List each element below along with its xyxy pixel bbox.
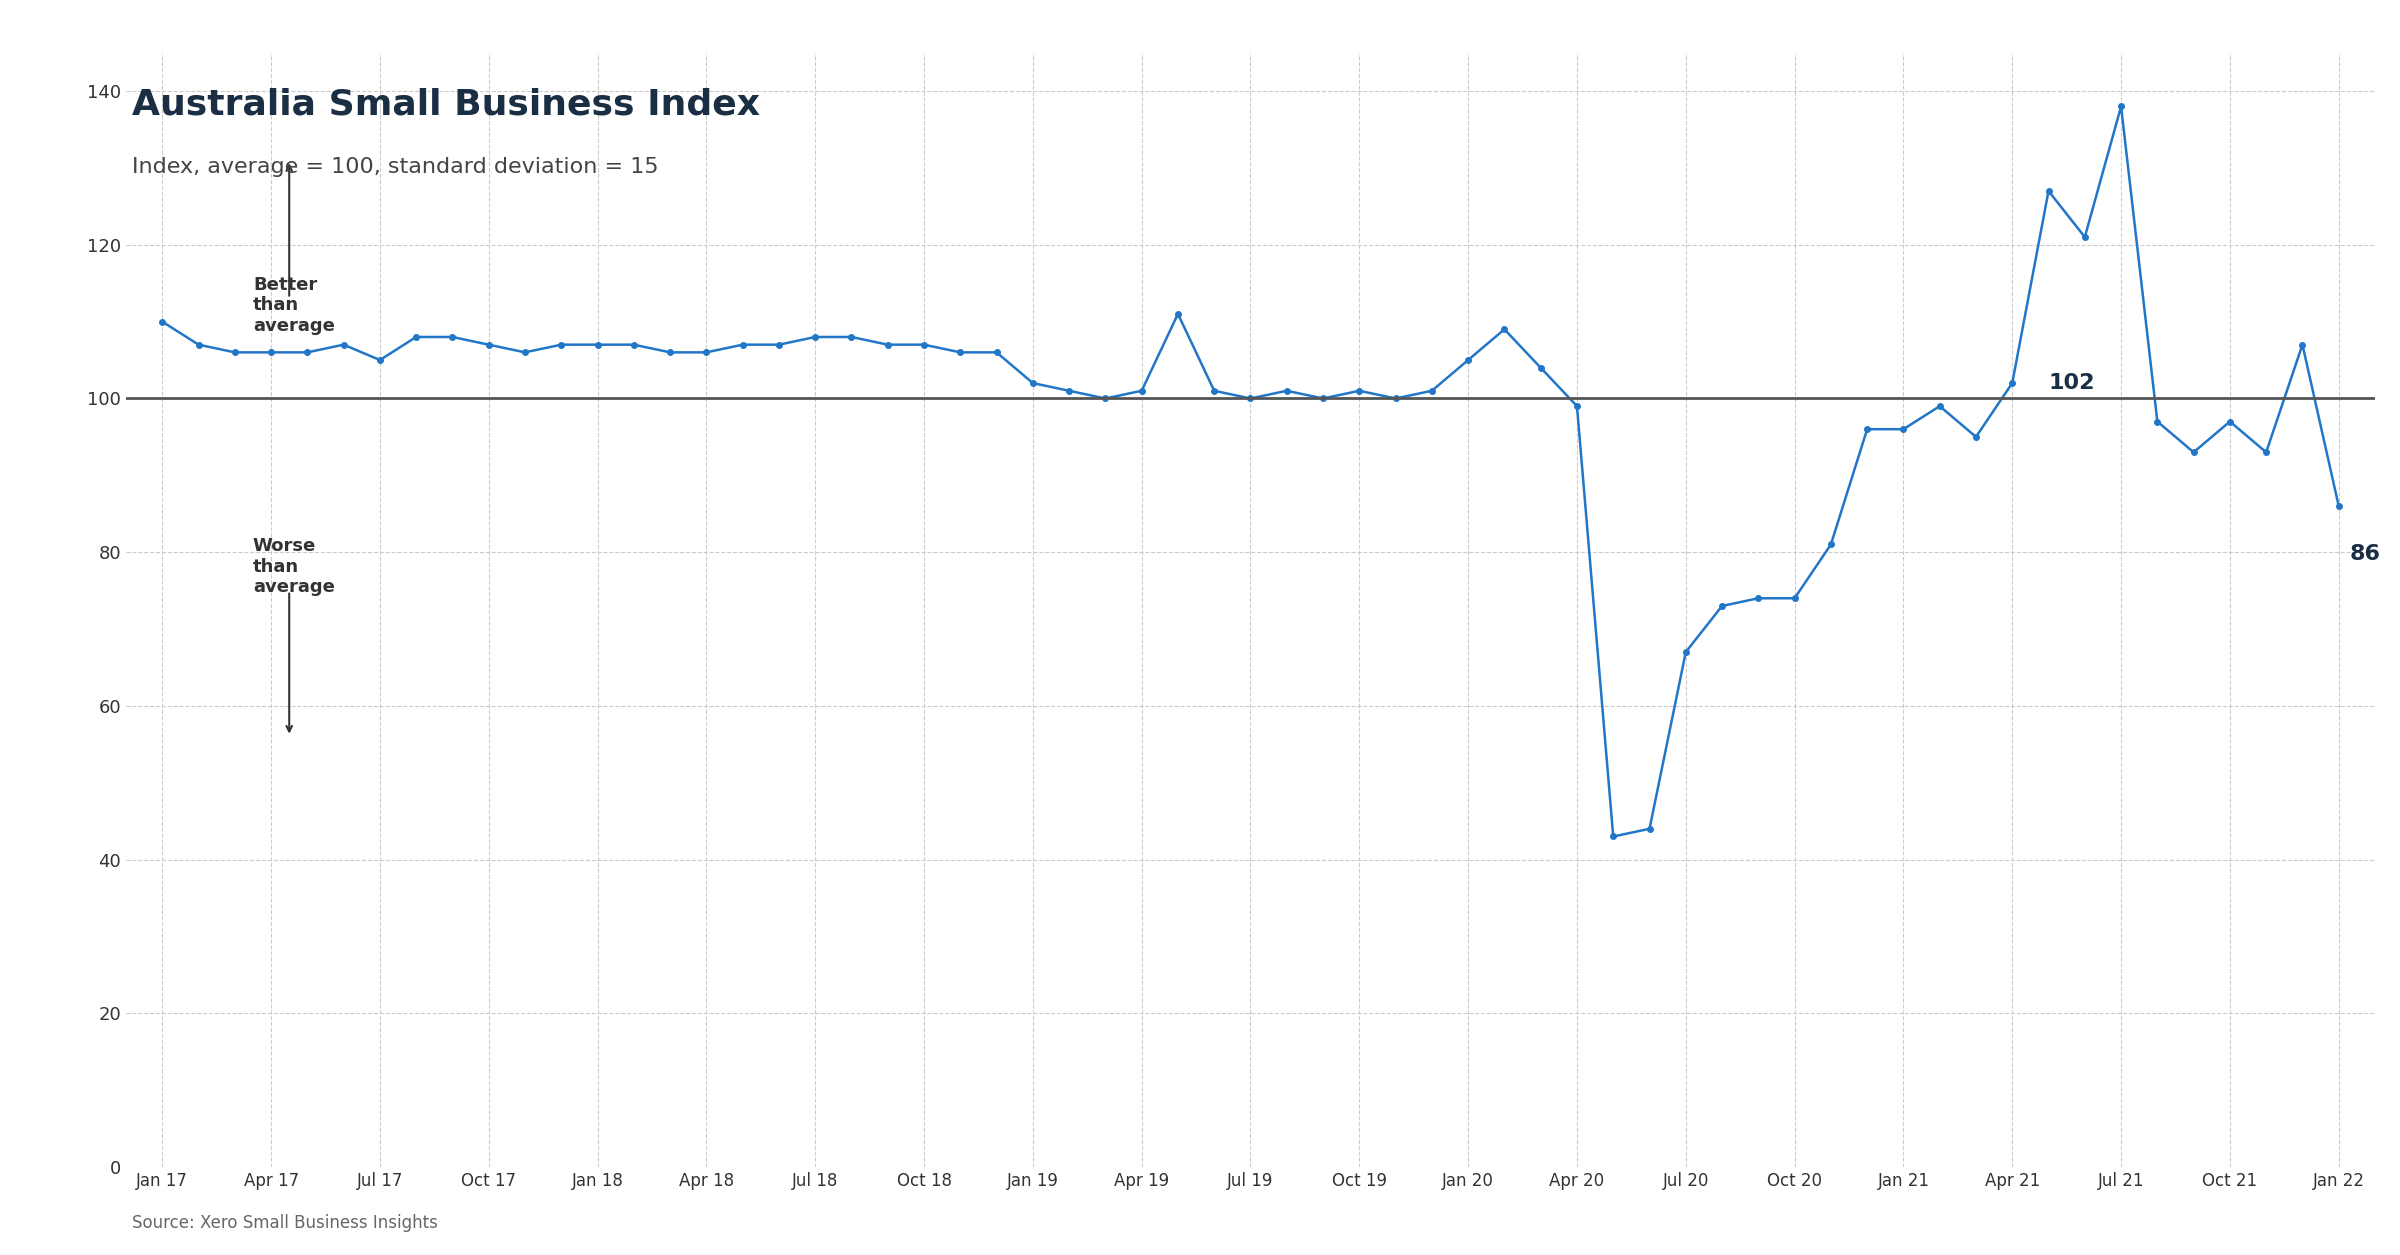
Text: 102: 102 <box>2050 373 2095 393</box>
Text: Source: Xero Small Business Insights: Source: Xero Small Business Insights <box>132 1215 437 1232</box>
Text: Index, average = 100, standard deviation = 15: Index, average = 100, standard deviation… <box>132 157 658 177</box>
Text: 86: 86 <box>2350 545 2381 565</box>
Text: Better
than
average: Better than average <box>252 276 336 335</box>
Text: Australia Small Business Index: Australia Small Business Index <box>132 88 761 122</box>
Text: Worse
than
average: Worse than average <box>252 537 336 596</box>
